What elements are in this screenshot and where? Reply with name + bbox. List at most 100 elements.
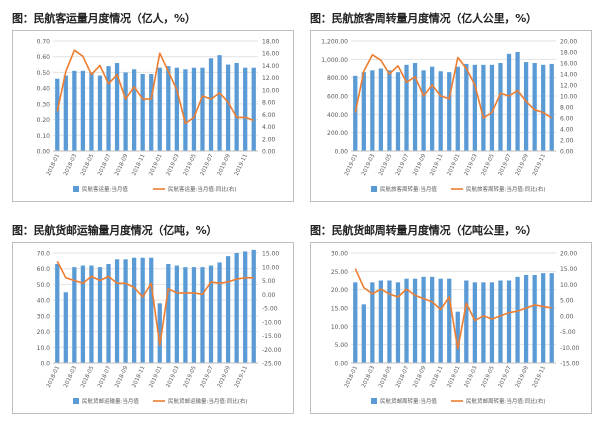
bar bbox=[523, 275, 529, 363]
bar bbox=[412, 278, 418, 363]
legend-swatch-bar bbox=[371, 398, 377, 404]
y-tick-label: 0.20 bbox=[37, 117, 51, 124]
legend-label: 民航旅客周转量:当月值:同比(右) bbox=[466, 185, 546, 193]
y2-tick-label: -5.00 bbox=[560, 329, 576, 336]
bar bbox=[430, 276, 435, 363]
x-tick-label: 2019-07 bbox=[498, 365, 513, 389]
y-tick-label: 25.00 bbox=[331, 269, 348, 276]
bar bbox=[455, 311, 460, 363]
y-tick-label: 600.00 bbox=[327, 94, 348, 101]
bar bbox=[89, 72, 94, 151]
y-tick-label: 800.00 bbox=[327, 75, 348, 82]
y2-tick-label: 18.00 bbox=[262, 39, 279, 46]
bar bbox=[97, 75, 103, 151]
y2-tick-label: 6.00 bbox=[262, 112, 276, 119]
chart-box: 0.0 10.0 20.0 30.0 40.0 50.0 60.0 70.0 -25.00 -20… bbox=[12, 242, 294, 414]
bar bbox=[532, 275, 537, 363]
chart-title: 图：民航货邮周转量月度情况（亿吨公里，%） bbox=[310, 224, 537, 237]
y2-tick-label: 20.00 bbox=[560, 39, 577, 46]
x-tick-label: 2018-05 bbox=[378, 365, 393, 389]
x-tick-label: 2019-05 bbox=[481, 153, 496, 177]
y2-tick-label: 20.00 bbox=[560, 251, 577, 258]
bar bbox=[63, 292, 68, 363]
bar bbox=[481, 64, 486, 151]
bar bbox=[532, 63, 537, 151]
x-tick-label: 2019-01 bbox=[446, 365, 461, 388]
y-tick-label: 60.0 bbox=[37, 266, 51, 273]
bar bbox=[208, 58, 214, 151]
legend-swatch-bar bbox=[73, 398, 79, 404]
y-tick-label: 20.00 bbox=[331, 287, 348, 294]
bar bbox=[243, 251, 248, 363]
y-tick-label: 0.0 bbox=[40, 361, 50, 368]
x-tick-label: 2019-05 bbox=[183, 153, 198, 177]
x-tick-label: 2018-05 bbox=[80, 365, 95, 389]
x-tick-label: 2018-11 bbox=[131, 365, 146, 388]
bar bbox=[217, 55, 222, 152]
y-tick-label: 400.00 bbox=[327, 112, 348, 119]
y2-tick-label: 2.00 bbox=[262, 136, 276, 143]
x-tick-label: 2019-09 bbox=[515, 365, 530, 389]
bar bbox=[106, 264, 111, 363]
bar bbox=[515, 276, 520, 363]
chart-panel-cargo-volume: 图：民航货邮运输量月度情况（亿吨，%） 0.0 10.0 20.0 30.0 40.0 5… bbox=[8, 218, 294, 418]
bar bbox=[80, 265, 86, 363]
x-tick-label: 2018-01 bbox=[46, 153, 61, 176]
bar bbox=[438, 278, 443, 363]
y2-tick-label: 10.00 bbox=[560, 94, 577, 101]
x-tick-label: 2019-03 bbox=[166, 153, 181, 177]
bar bbox=[123, 259, 128, 363]
bar bbox=[447, 72, 452, 151]
bar bbox=[378, 68, 384, 151]
y2-tick-label: 8.00 bbox=[262, 100, 276, 107]
y-tick-label: 1,200.00 bbox=[321, 39, 348, 46]
series-line bbox=[56, 260, 254, 346]
y2-tick-label: -10.00 bbox=[262, 319, 282, 326]
x-tick-label: 2018-07 bbox=[97, 153, 112, 177]
y2-tick-label: 0.00 bbox=[560, 313, 574, 320]
bar bbox=[506, 53, 512, 151]
legend-swatch-bar bbox=[73, 186, 79, 192]
bar bbox=[55, 78, 60, 151]
x-tick-label: 2019-11 bbox=[234, 153, 249, 176]
y-tick-label: 0.30 bbox=[37, 101, 51, 108]
x-tick-label: 2019-05 bbox=[183, 365, 198, 389]
y-tick-label: 0.50 bbox=[37, 70, 51, 77]
bar bbox=[166, 66, 171, 151]
x-tick-label: 2018-11 bbox=[131, 153, 146, 176]
x-tick-label: 2019-03 bbox=[166, 365, 181, 389]
series-line bbox=[354, 53, 553, 119]
y2-tick-label: 8.00 bbox=[560, 105, 574, 112]
bar bbox=[114, 259, 120, 363]
y2-tick-label: -5.00 bbox=[262, 306, 278, 313]
bar bbox=[447, 278, 452, 363]
bar bbox=[208, 265, 214, 363]
chart-passenger-volume: 0.00 0.10 0.20 0.30 0.40 0.50 0.60 0.70 0.00 2.00… bbox=[37, 39, 280, 194]
bar bbox=[149, 74, 154, 151]
y-tick-label: 10.0 bbox=[37, 345, 51, 352]
series-line bbox=[354, 268, 552, 350]
bar bbox=[243, 67, 248, 151]
y-tick-label: 0.00 bbox=[37, 149, 51, 156]
y2-tick-label: 0.00 bbox=[262, 292, 276, 299]
chart-panel-passenger-km: 图：民航旅客周转量月度情况（亿人公里，%） 0.00 200.00 400.00 60… bbox=[306, 6, 592, 206]
bar bbox=[421, 70, 426, 151]
chart-cargo-volume: 0.0 10.0 20.0 30.0 40.0 50.0 60.0 70.0 -25.00 -20… bbox=[37, 249, 282, 405]
legend-label: 民航旅客周转量:当月值 bbox=[380, 185, 437, 193]
bar bbox=[464, 63, 469, 151]
y-tick-label: 0.00 bbox=[335, 361, 349, 368]
bar bbox=[89, 265, 94, 363]
y-tick-label: 0.10 bbox=[37, 133, 51, 140]
y2-tick-label: 10.00 bbox=[262, 87, 279, 94]
legend-label: 民航客运量:当月值:同比(右) bbox=[168, 185, 237, 193]
bar bbox=[506, 280, 512, 363]
x-tick-label: 2018-03 bbox=[361, 365, 376, 389]
x-tick-label: 2019-03 bbox=[464, 365, 479, 389]
bar bbox=[353, 75, 358, 151]
x-tick-label: 2018-09 bbox=[412, 365, 427, 389]
bar bbox=[404, 278, 409, 363]
bar bbox=[200, 67, 205, 151]
y2-tick-label: 14.00 bbox=[262, 63, 279, 70]
bar bbox=[387, 70, 392, 151]
y-tick-label: 20.0 bbox=[37, 329, 51, 336]
